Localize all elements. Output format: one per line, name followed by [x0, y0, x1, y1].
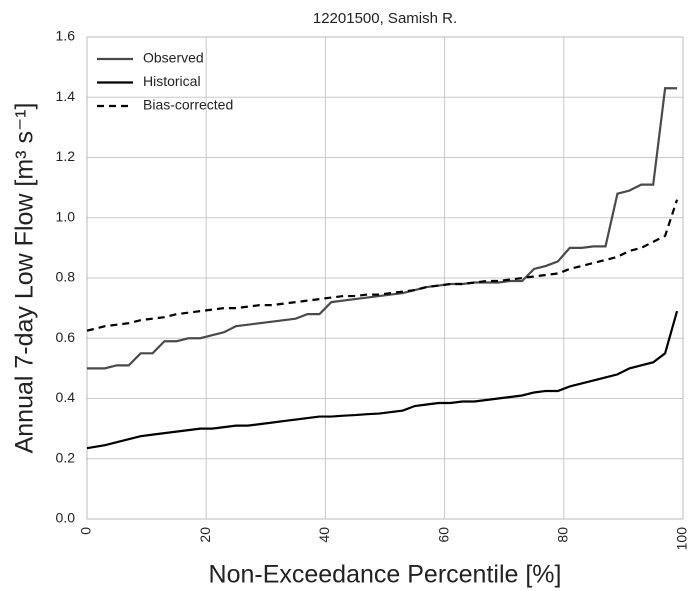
x-tick-label: 80 [555, 527, 571, 543]
legend-label: Historical [143, 73, 201, 89]
x-tick-label: 20 [197, 527, 213, 543]
x-tick-label: 100 [674, 527, 690, 551]
legend-label: Observed [143, 50, 204, 66]
x-tick-label: 40 [316, 527, 332, 543]
x-tick-label: 60 [435, 527, 451, 543]
y-tick-label: 1.4 [56, 88, 76, 104]
y-tick-label: 0.4 [56, 389, 76, 405]
data-line [86, 199, 679, 332]
x-axis-label: Non-Exceedance Percentile [%] [209, 561, 562, 589]
y-tick-label: 1.2 [56, 148, 76, 164]
legend-label: Bias-corrected [143, 97, 233, 113]
y-axis-label: Annual 7-day Low Flow [m³ s⁻¹] [11, 103, 39, 454]
y-tick-label: 1.6 [56, 28, 76, 44]
data-line [86, 310, 679, 450]
y-tick-label: 0.8 [56, 269, 76, 285]
plot-frame [86, 36, 684, 520]
chart-title: 12201500, Samish R. [313, 10, 457, 27]
y-tick-label: 0.0 [56, 510, 76, 526]
x-tick-label: 0 [78, 527, 94, 535]
y-tick-label: 0.6 [56, 329, 76, 345]
data-line [87, 87, 678, 370]
y-tick-label: 1.0 [56, 208, 76, 224]
y-tick-label: 0.2 [56, 449, 76, 465]
